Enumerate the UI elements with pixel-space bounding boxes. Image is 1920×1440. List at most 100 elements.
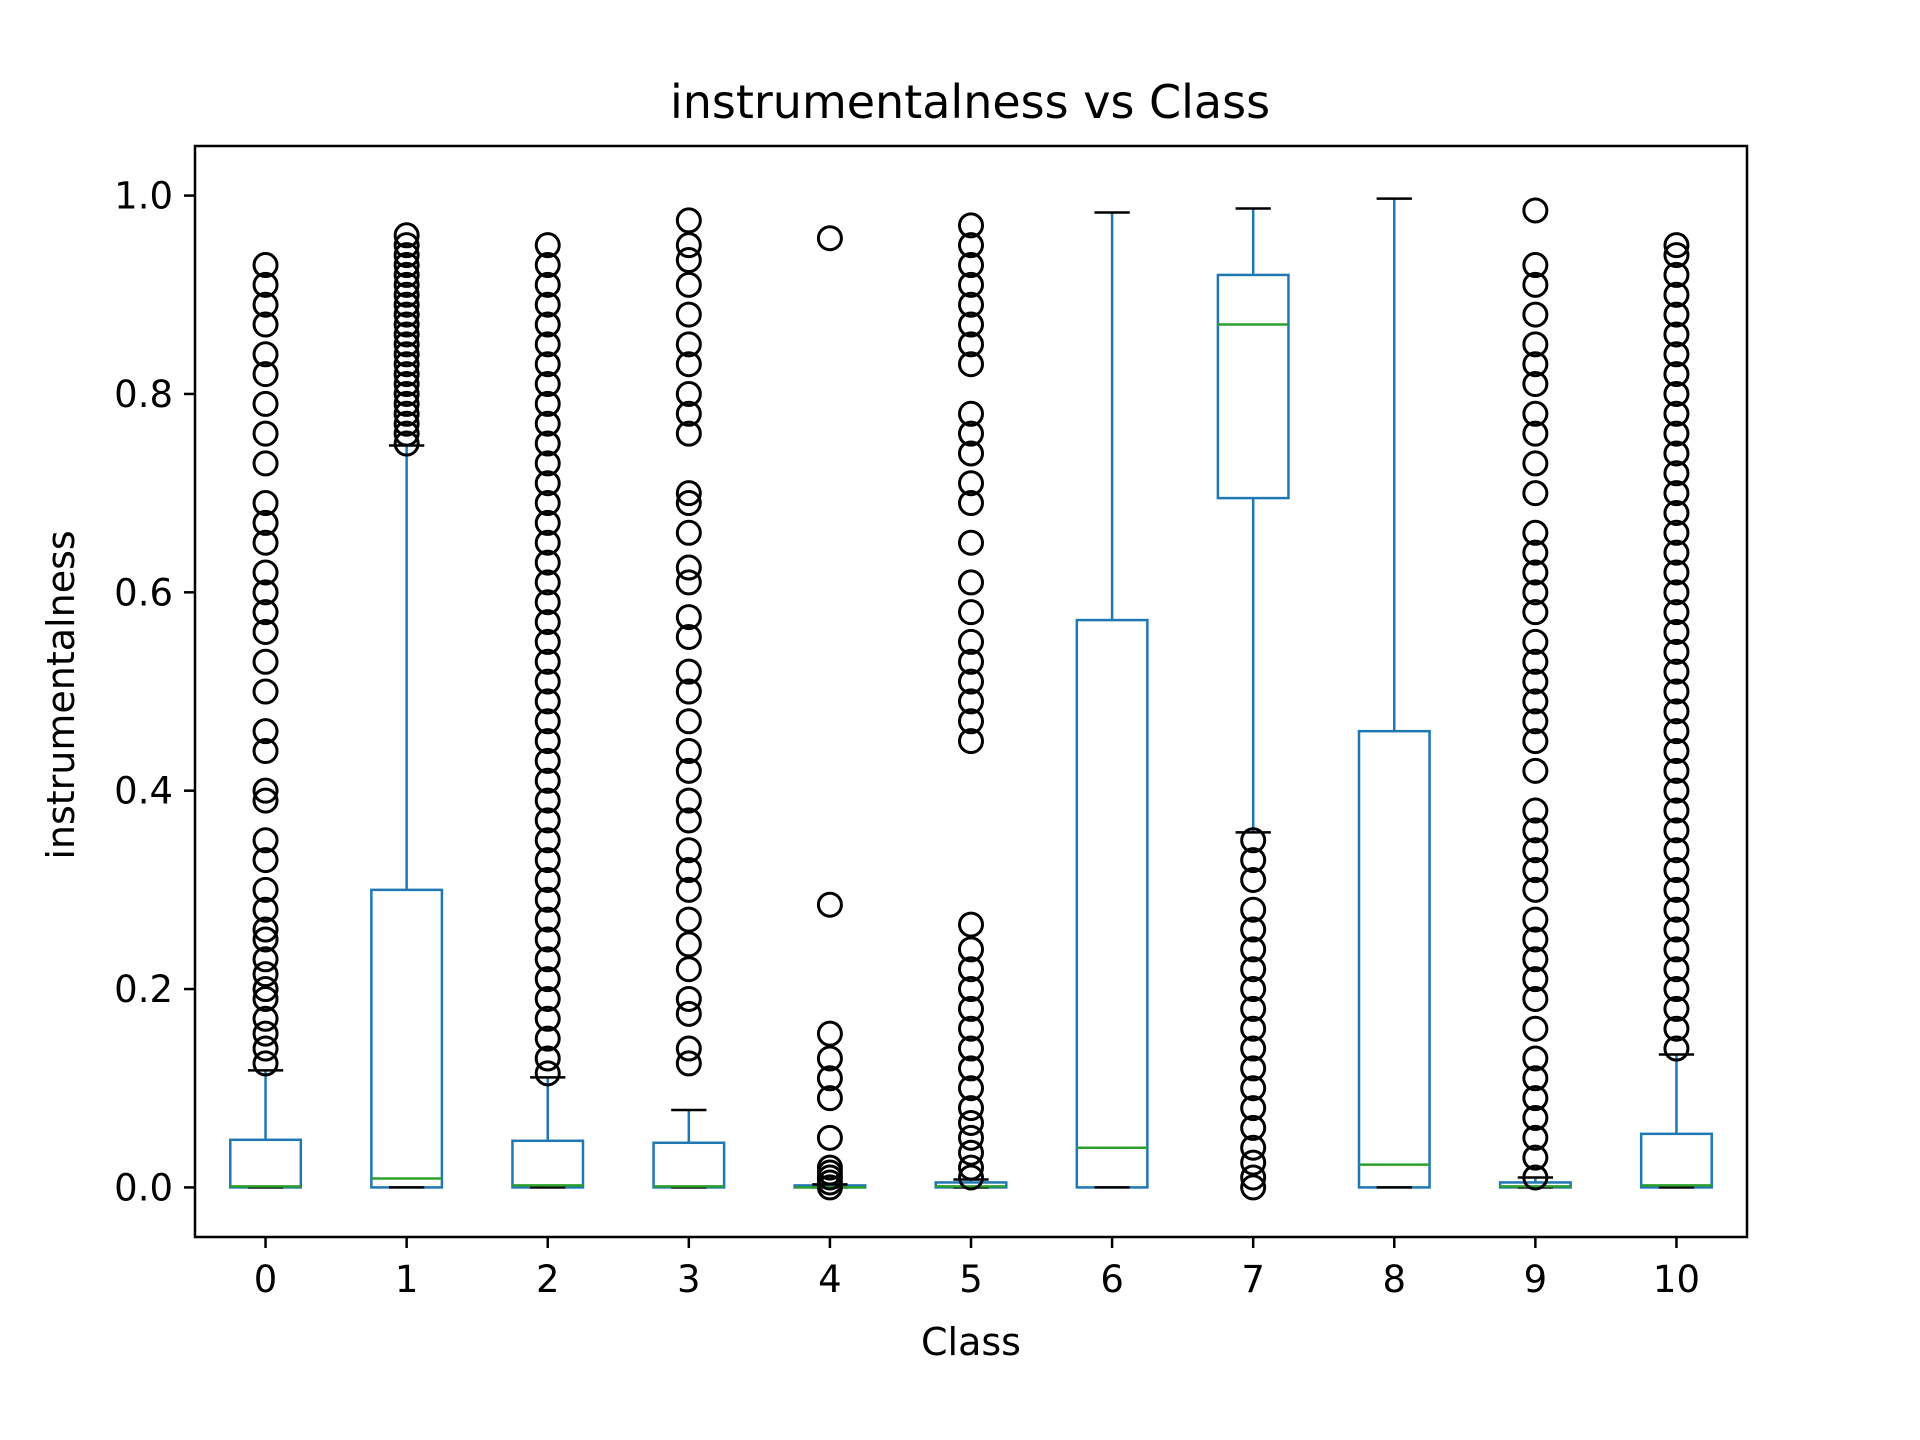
outlier-point — [534, 847, 561, 874]
y-tick-label: 0.8 — [114, 373, 173, 416]
outlier-point — [816, 1154, 843, 1181]
outlier-point — [675, 678, 702, 705]
outlier-point — [675, 1050, 702, 1077]
x-tick-label: 1 — [395, 1258, 419, 1301]
outlier-point — [1663, 857, 1690, 884]
outlier-point — [1522, 797, 1549, 824]
outlier-point — [1663, 519, 1690, 546]
outlier-point — [816, 1085, 843, 1112]
box-group-7 — [1216, 207, 1290, 1201]
outlier-point — [675, 271, 702, 298]
outlier-point — [252, 985, 279, 1012]
outlier-point — [675, 1035, 702, 1062]
outlier-point — [1522, 420, 1549, 447]
outlier-point — [958, 668, 984, 695]
outlier-point — [1522, 1015, 1549, 1042]
outlier-point — [675, 232, 702, 259]
outlier-point — [534, 946, 561, 973]
box-group-3 — [652, 207, 726, 1189]
outlier-point — [534, 926, 561, 953]
outlier-point — [534, 549, 561, 576]
outlier-point — [534, 708, 561, 735]
y-tick-label: 1.0 — [114, 175, 173, 218]
outlier-point — [1663, 380, 1690, 407]
outlier-point — [1522, 599, 1549, 626]
outlier-point — [675, 906, 702, 933]
outlier-point — [534, 1060, 561, 1087]
outlier-point — [252, 847, 279, 874]
outlier-point — [1522, 539, 1549, 566]
outlier-point — [393, 420, 420, 447]
outlier-point — [816, 1020, 843, 1047]
outlier-point — [534, 1025, 561, 1052]
outlier-point — [534, 886, 561, 913]
outlier-point — [1663, 837, 1690, 864]
outlier-point — [675, 837, 702, 864]
outlier-point — [1240, 1164, 1267, 1191]
outlier-point — [1522, 628, 1549, 655]
box-group-1 — [370, 222, 444, 1189]
outlier-point — [534, 232, 561, 259]
outlier-point — [1663, 559, 1690, 586]
box-group-5 — [934, 212, 1008, 1191]
outlier-point — [393, 281, 420, 308]
outlier-point — [1663, 658, 1690, 685]
outlier-point — [958, 291, 984, 318]
outlier-point — [534, 866, 561, 893]
outlier-point — [816, 225, 843, 252]
outlier-point — [958, 648, 984, 675]
outlier-point — [675, 420, 702, 447]
outlier-point — [393, 311, 420, 338]
outlier-point — [534, 311, 561, 338]
outlier-point — [1663, 976, 1690, 1003]
outlier-point — [816, 891, 843, 918]
x-tick-label: 3 — [677, 1258, 701, 1301]
outlier-point — [1240, 1149, 1267, 1176]
outlier-point — [675, 931, 702, 958]
outlier-point — [252, 896, 279, 923]
outlier-point — [958, 1015, 984, 1042]
outlier-point — [1663, 1035, 1690, 1062]
outlier-point — [675, 757, 702, 784]
outlier-point — [1522, 400, 1549, 427]
outlier-point — [958, 688, 984, 715]
x-tick-label: 4 — [818, 1258, 842, 1301]
outlier-point — [675, 490, 702, 517]
outlier-point — [675, 604, 702, 631]
outlier-point — [958, 1095, 984, 1122]
outlier-point — [534, 490, 561, 517]
outlier-point — [1663, 618, 1690, 645]
outlier-point — [958, 1154, 984, 1181]
outlier-point — [958, 420, 984, 447]
outlier-point — [252, 509, 279, 536]
outlier-point — [534, 509, 561, 536]
outlier-point — [393, 361, 420, 388]
outlier-point — [958, 400, 984, 427]
outlier-point — [958, 1164, 984, 1191]
x-tick-label: 0 — [254, 1258, 278, 1301]
outlier-point — [534, 728, 561, 755]
outlier-point — [1663, 936, 1690, 963]
outlier-point — [534, 1005, 561, 1032]
outlier-point — [1522, 197, 1549, 224]
outlier-point — [1522, 648, 1549, 675]
y-axis: 0.0 0.2 0.4 0.6 0.8 1.0 — [114, 175, 195, 1209]
outlier-point — [1522, 817, 1549, 844]
y-tick-label: 0.2 — [114, 968, 173, 1011]
outlier-point — [252, 529, 279, 556]
outlier-point — [958, 212, 984, 239]
outlier-point — [252, 420, 279, 447]
outlier-point — [252, 946, 279, 973]
outlier-point — [1522, 688, 1549, 715]
outlier-point — [1522, 371, 1549, 398]
outlier-point — [534, 668, 561, 695]
outlier-point — [1240, 916, 1267, 943]
outlier-point — [1240, 1174, 1267, 1201]
outlier-point — [1240, 956, 1267, 983]
outlier-point — [1522, 271, 1549, 298]
outlier-point — [393, 271, 420, 298]
outlier-point — [534, 787, 561, 814]
outlier-point — [1663, 718, 1690, 745]
outlier-point — [1240, 1035, 1267, 1062]
